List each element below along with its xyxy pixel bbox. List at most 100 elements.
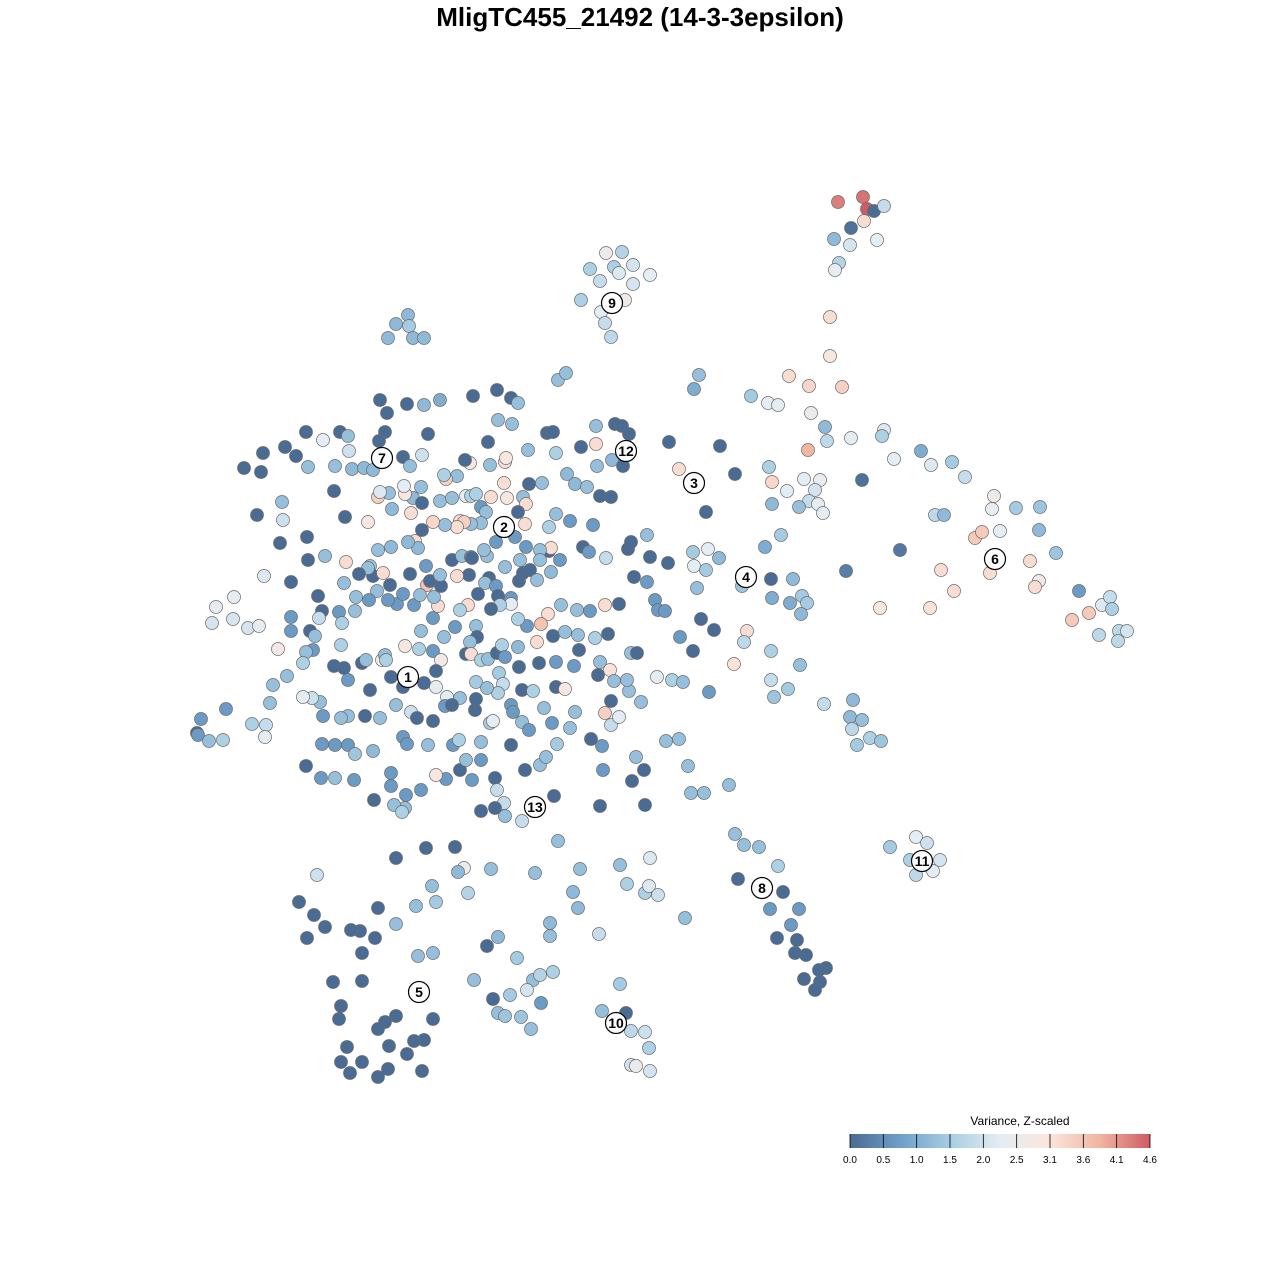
data-point [558,682,572,696]
data-point [530,635,544,649]
data-point [384,540,398,554]
data-point [672,732,686,746]
data-point [570,603,584,617]
data-point [415,1064,429,1078]
data-point [574,440,588,454]
data-point [713,439,727,453]
data-point [445,491,459,505]
data-point [370,584,384,598]
data-point [676,675,690,689]
data-point [429,664,443,678]
data-point [582,545,596,559]
colorbar-tick-label: 0.5 [876,1155,890,1166]
data-point [651,888,665,902]
cluster-label-circle [983,547,1007,571]
cluster-label-circle [370,446,394,470]
data-point [794,607,808,621]
data-point [254,465,268,479]
data-point [299,759,313,773]
data-point [549,507,563,521]
data-point [273,536,287,550]
data-point [612,710,626,724]
cluster-label-text: 5 [415,984,423,1000]
data-point [437,468,451,482]
data-point [598,598,612,612]
cluster-label-text: 6 [991,551,999,567]
data-point [958,470,972,484]
data-point [402,319,416,333]
colorbar-legend: 0.0 0.5 1.0 1.5 2.0 2.5 3.1 3.6 4.1 4.6 [843,1134,1157,1166]
data-point [327,484,341,498]
data-point [362,593,376,607]
data-point [535,476,549,490]
data-point [589,437,603,451]
data-point [792,902,806,916]
data-point [284,610,298,624]
data-point [620,673,634,687]
data-point [604,330,618,344]
data-point [465,773,479,787]
data-point [425,879,439,893]
data-point [558,625,572,639]
data-point [887,452,901,466]
colorbar [850,1134,1150,1148]
cluster-label-circle [492,515,516,539]
colorbar-tick-label: 1.0 [910,1155,924,1166]
data-point [382,1039,396,1053]
data-point [634,695,648,709]
data-point [499,451,513,465]
data-point [643,268,657,282]
data-point [546,965,560,979]
data-point [258,730,272,744]
data-point [1072,584,1086,598]
data-point [347,773,361,787]
cluster-label-2: 2 [492,515,516,539]
data-point [462,568,476,582]
data-point [844,221,858,235]
data-point [271,642,285,656]
data-point [429,680,443,694]
data-point [650,670,664,684]
data-point [592,927,606,941]
data-point [407,598,421,612]
data-point [534,617,548,631]
cluster-label-circle [600,291,624,315]
data-point [678,911,692,925]
data-point [845,722,859,736]
data-point [486,714,500,728]
cluster-label-text: 11 [915,853,930,869]
data-point [583,604,597,618]
cluster-label-10: 10 [604,1011,628,1035]
data-point [296,690,310,704]
data-point [629,750,643,764]
data-point [504,738,518,752]
data-point [947,584,961,598]
data-point [209,600,223,614]
data-point [300,530,314,544]
data-point [445,698,459,712]
cluster-label-text: 7 [378,450,386,466]
data-point [489,535,503,549]
data-point [541,607,555,621]
data-point [643,1064,657,1078]
data-point [659,734,673,748]
data-point [605,453,619,467]
data-point [1028,580,1042,594]
data-point [401,535,415,549]
data-point [924,458,938,472]
data-point [588,631,602,645]
data-point [629,1059,643,1073]
data-point [474,804,488,818]
data-point [400,737,414,751]
data-point [511,612,525,626]
data-point [368,931,382,945]
data-point [601,627,615,641]
data-point [334,999,348,1013]
data-point [643,550,657,564]
data-point [737,838,751,852]
data-point [692,368,706,382]
data-point [624,1024,638,1038]
data-point [381,593,395,607]
data-point [426,946,440,960]
